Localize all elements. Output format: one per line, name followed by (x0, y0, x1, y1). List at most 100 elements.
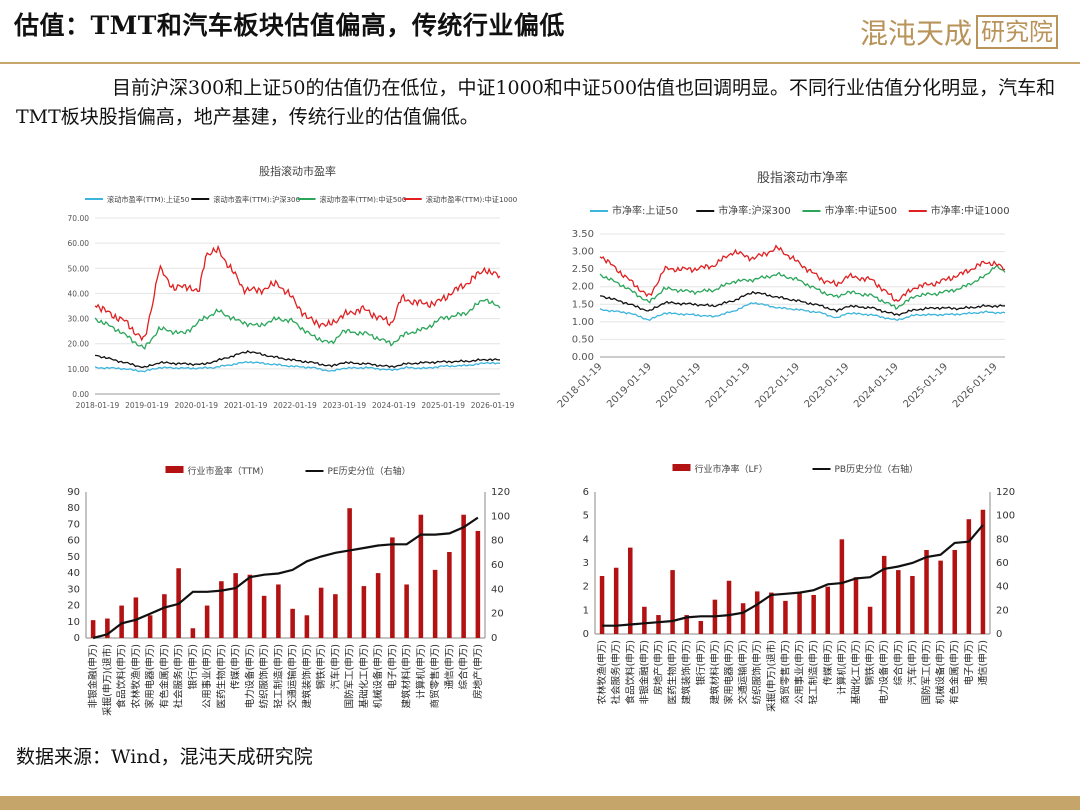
category-label: 医药生物(申万) (667, 640, 679, 704)
data-source: 数据来源：Wind，混沌天成研究院 (16, 746, 313, 768)
series-line (94, 350, 501, 369)
y-tick-label: 90 (67, 487, 80, 498)
category-label: 商贸零售(申万) (429, 644, 441, 708)
bar (769, 592, 774, 634)
category-label: 商贸零售(申万) (779, 640, 791, 704)
category-label: 非银金融(申万) (638, 640, 650, 704)
bar (418, 514, 424, 638)
y-tick-label: 6 (583, 487, 589, 498)
bar (783, 600, 788, 634)
category-label: 综合(申万) (458, 644, 470, 689)
category-label: 采掘(申万)(退市) (765, 640, 777, 712)
y-tick-label: 3.50 (572, 229, 594, 240)
logo-main: 混沌天成 (859, 17, 972, 50)
y-tick-label: 70 (67, 519, 80, 530)
x-tick-label: 2018-01-19 (556, 361, 605, 410)
bar (656, 615, 661, 634)
legend-label: 行业市盈率（TTM） (188, 465, 270, 477)
series-line (599, 264, 1006, 311)
y-tick-label: 1 (583, 605, 589, 616)
footer-bar (0, 796, 1080, 810)
bar (980, 509, 986, 634)
bar (233, 573, 238, 638)
industry-pe-bar-chart: 行业市盈率（TTM） PE历史分位（右轴） 0 10 20 30 40 50 60 70 80 90 0… (67, 465, 510, 716)
y2-tick-label: 0 (491, 633, 497, 644)
category-label: 汽车(申万) (329, 644, 341, 689)
bar (219, 581, 224, 638)
category-label: 公用事业(申万) (794, 640, 806, 704)
category-label: 有色金属(申万) (949, 640, 961, 704)
category-label: 计算机(申万) (836, 640, 848, 695)
bar (390, 537, 395, 638)
series-line (94, 360, 501, 373)
y2-tick-label: 20 (491, 609, 504, 620)
category-label: 传媒(申万) (822, 640, 834, 685)
y-tick-label: 0.50 (572, 334, 594, 345)
category-label: 银行(申万) (695, 640, 707, 685)
y-tick-label: 0.00 (572, 352, 594, 363)
legend-label: 滚动市盈率(TTM):上证50 (107, 195, 190, 204)
category-label: 钢铁(申万) (864, 640, 876, 685)
summary-paragraph: 目前沪深300和上证50的估值仍在低位，中证1000和中证500估值也回调明显。… (16, 77, 1056, 128)
y2-tick-label: 100 (491, 511, 510, 522)
bar (853, 577, 859, 634)
y2-tick-label: 80 (996, 534, 1009, 545)
category-label: 轻工制造(申万) (808, 640, 820, 704)
category-label: 基础化工(申万) (850, 640, 862, 704)
category-label: 基础化工(申万) (358, 644, 370, 708)
x-tick-label: 2021-01-19 (224, 401, 268, 410)
y-tick-label: 30 (67, 584, 80, 595)
bar (896, 570, 901, 634)
x-tick-label: 2025-01-19 (421, 401, 465, 410)
y2-tick-label: 80 (491, 536, 504, 547)
y-tick-label: 60 (67, 536, 80, 547)
series-line (94, 298, 501, 350)
bar (375, 573, 381, 638)
bar (952, 549, 957, 634)
legend-label: 市净率:沪深300 (718, 204, 790, 217)
series-line (599, 244, 1006, 302)
category-label: 农林牧渔(申万) (596, 640, 608, 704)
bar (839, 539, 845, 634)
bar (105, 618, 110, 638)
y2-tick-label: 120 (491, 487, 510, 498)
category-label: 食品饮料(申万) (624, 640, 636, 704)
category-label: 房地产(申万) (652, 640, 664, 695)
category-label: 纺织服饰(申万) (751, 640, 763, 704)
y2-tick-label: 40 (491, 584, 504, 595)
legend-label: 市净率:中证500 (825, 204, 897, 217)
category-label: 国防军工(申万) (921, 640, 933, 704)
bar (347, 508, 352, 638)
category-label: 建筑装饰(申万) (301, 644, 313, 708)
category-label: 电力设备(申万) (878, 640, 890, 704)
industry-pb-bar-chart: 行业市净率（LF） PB历史分位（右轴）012345602040608010012… (583, 463, 1015, 712)
x-tick-label: 2025-01-19 (901, 361, 950, 410)
bar (432, 569, 438, 638)
x-tick-label: 2019-01-19 (605, 361, 654, 410)
chart-title: 股指滚动市净率 (757, 170, 848, 186)
x-tick-label: 2022-01-19 (273, 401, 317, 410)
category-label: 传媒(申万) (230, 644, 242, 689)
category-label: 轻工制造(申万) (272, 644, 284, 708)
y-tick-label: 2.00 (572, 282, 594, 293)
y-tick-label: 1.00 (572, 317, 594, 328)
x-tick-label: 2022-01-19 (753, 361, 802, 410)
bar (966, 519, 972, 634)
legend-label: PB历史分位（右轴） (835, 463, 919, 475)
y2-tick-label: 120 (996, 487, 1015, 498)
bar (119, 605, 124, 638)
category-label: 非银金融(申万) (87, 644, 99, 708)
bar (938, 560, 943, 634)
bar (461, 514, 466, 638)
category-label: 建筑材料(申万) (401, 644, 413, 708)
y-tick-label: 80 (67, 503, 80, 514)
category-label: 采掘(申万)(退市) (101, 644, 113, 716)
bar (333, 594, 338, 638)
bar (628, 547, 633, 634)
bar (162, 594, 167, 638)
y2-tick-label: 60 (996, 558, 1009, 569)
bar (475, 530, 481, 638)
legend-swatch (165, 466, 184, 473)
bar (147, 615, 153, 638)
